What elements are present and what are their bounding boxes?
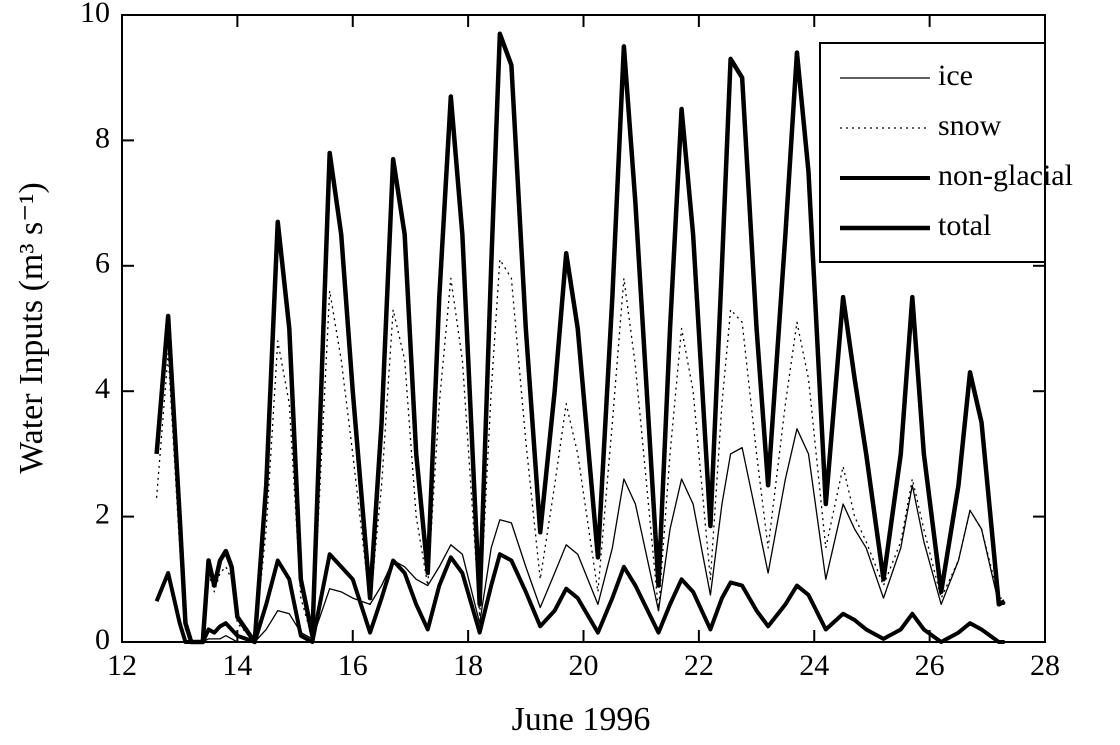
- legend-label: non-glacial: [938, 159, 1073, 192]
- x-tick-label: 18: [453, 649, 483, 682]
- x-tick-label: 12: [107, 649, 137, 682]
- x-tick-label: 20: [569, 649, 599, 682]
- x-tick-label: 26: [915, 649, 945, 682]
- x-axis-label: June 1996: [512, 701, 651, 738]
- y-tick-label: 0: [95, 623, 110, 656]
- y-axis-label: Water Inputs (m³ s⁻¹): [13, 182, 50, 473]
- legend-label: ice: [938, 59, 973, 92]
- legend-label: total: [938, 209, 991, 242]
- x-tick-label: 16: [338, 649, 368, 682]
- x-tick-label: 22: [684, 649, 714, 682]
- series-line: [154, 552, 1005, 644]
- y-tick-label: 6: [95, 247, 110, 280]
- y-tick-label: 8: [95, 121, 110, 154]
- series-line: [155, 258, 1005, 643]
- series-line: [154, 31, 1006, 645]
- x-tick-label: 28: [1030, 649, 1060, 682]
- y-tick-label: 4: [95, 372, 110, 405]
- x-tick-label: 24: [799, 649, 829, 682]
- y-tick-label: 2: [95, 497, 110, 530]
- x-tick-label: 14: [222, 649, 252, 682]
- legend-box: [819, 42, 1046, 263]
- y-tick-label: 10: [80, 0, 110, 29]
- legend-label: snow: [938, 109, 1002, 142]
- series-line: [156, 428, 1005, 643]
